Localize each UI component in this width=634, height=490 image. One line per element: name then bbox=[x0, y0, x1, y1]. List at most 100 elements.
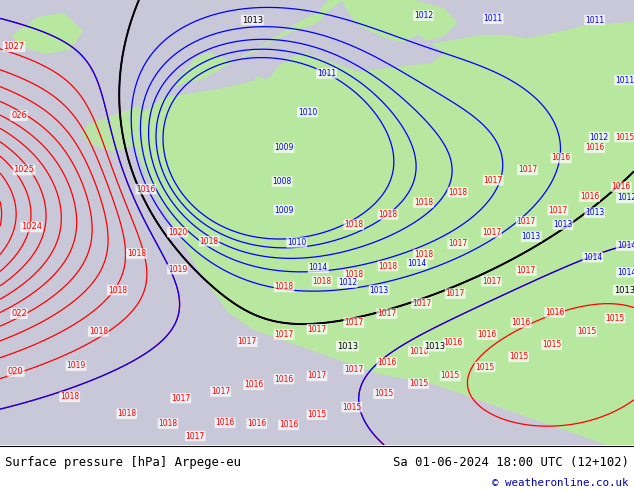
Text: 1012: 1012 bbox=[414, 11, 433, 20]
Text: 1015: 1015 bbox=[577, 327, 596, 336]
Text: 1016: 1016 bbox=[247, 419, 266, 428]
Text: 1013: 1013 bbox=[424, 342, 445, 351]
Text: 1011: 1011 bbox=[585, 16, 604, 24]
Text: 1011: 1011 bbox=[317, 69, 336, 78]
Text: 1013: 1013 bbox=[614, 286, 634, 294]
Text: 1014: 1014 bbox=[408, 259, 427, 268]
Polygon shape bbox=[342, 0, 456, 45]
Text: 1016: 1016 bbox=[377, 358, 396, 367]
Text: 1016: 1016 bbox=[580, 192, 599, 201]
Text: 1019: 1019 bbox=[67, 361, 86, 370]
Text: 1016: 1016 bbox=[585, 143, 604, 152]
Text: 1012: 1012 bbox=[590, 132, 609, 142]
Text: 1017: 1017 bbox=[307, 371, 327, 380]
Text: © weatheronline.co.uk: © weatheronline.co.uk bbox=[493, 478, 629, 488]
Text: 1018: 1018 bbox=[117, 409, 136, 418]
Polygon shape bbox=[82, 107, 152, 151]
Text: 1013: 1013 bbox=[553, 220, 573, 229]
Text: 1010: 1010 bbox=[287, 238, 306, 247]
Text: 1017: 1017 bbox=[211, 387, 230, 396]
Text: 1017: 1017 bbox=[275, 330, 294, 339]
Text: 1016: 1016 bbox=[216, 418, 235, 427]
Text: 1013: 1013 bbox=[337, 342, 358, 351]
Polygon shape bbox=[13, 13, 82, 53]
Text: 1011: 1011 bbox=[484, 14, 503, 23]
Polygon shape bbox=[127, 36, 634, 445]
Polygon shape bbox=[241, 0, 342, 58]
Text: 1016: 1016 bbox=[275, 374, 294, 384]
Text: 1027: 1027 bbox=[3, 42, 25, 51]
Text: Sa 01-06-2024 18:00 UTC (12+102): Sa 01-06-2024 18:00 UTC (12+102) bbox=[393, 456, 629, 468]
Polygon shape bbox=[355, 36, 444, 71]
Text: 1018: 1018 bbox=[108, 286, 127, 294]
Text: 1016: 1016 bbox=[444, 338, 463, 347]
Text: 1018: 1018 bbox=[414, 250, 433, 259]
Text: 1017: 1017 bbox=[446, 289, 465, 298]
Text: 1017: 1017 bbox=[548, 205, 567, 215]
Text: 1012: 1012 bbox=[338, 278, 357, 287]
Text: 1018: 1018 bbox=[127, 249, 146, 258]
Text: 1018: 1018 bbox=[378, 262, 398, 270]
Text: 1016: 1016 bbox=[552, 153, 571, 163]
Text: 1016: 1016 bbox=[244, 380, 263, 390]
Text: 1013: 1013 bbox=[585, 208, 604, 217]
Text: 026: 026 bbox=[11, 111, 27, 120]
Text: 1015: 1015 bbox=[307, 410, 327, 419]
Text: 1014: 1014 bbox=[617, 268, 634, 277]
Text: 1017: 1017 bbox=[344, 318, 363, 327]
Text: 1019: 1019 bbox=[168, 265, 187, 274]
Text: 1015: 1015 bbox=[476, 363, 495, 371]
Text: 1008: 1008 bbox=[273, 177, 292, 186]
Text: 1018: 1018 bbox=[448, 188, 467, 196]
Text: 1018: 1018 bbox=[344, 270, 363, 279]
Text: 1016: 1016 bbox=[512, 318, 531, 327]
Text: 1017: 1017 bbox=[238, 337, 257, 346]
Text: 1016: 1016 bbox=[409, 347, 428, 356]
Text: 1017: 1017 bbox=[344, 365, 363, 374]
Text: 1015: 1015 bbox=[615, 132, 634, 142]
Text: 1017: 1017 bbox=[517, 266, 536, 275]
Text: 1018: 1018 bbox=[344, 220, 363, 229]
Text: 1015: 1015 bbox=[509, 352, 528, 361]
Text: 1012: 1012 bbox=[617, 194, 634, 202]
Text: 1017: 1017 bbox=[412, 299, 431, 308]
Text: 1013: 1013 bbox=[522, 232, 541, 241]
Text: 1013: 1013 bbox=[242, 16, 263, 24]
Text: 1015: 1015 bbox=[374, 389, 393, 398]
Text: 1016: 1016 bbox=[136, 185, 155, 194]
Text: 1017: 1017 bbox=[482, 277, 501, 286]
Text: 1020: 1020 bbox=[168, 228, 187, 237]
Text: 1024: 1024 bbox=[21, 222, 42, 231]
Text: 1011: 1011 bbox=[615, 75, 634, 85]
Polygon shape bbox=[444, 22, 634, 89]
Text: 1018: 1018 bbox=[89, 327, 108, 336]
Text: 1015: 1015 bbox=[542, 341, 561, 349]
Text: 1017: 1017 bbox=[517, 217, 536, 226]
Text: 1009: 1009 bbox=[275, 205, 294, 215]
Text: 022: 022 bbox=[11, 309, 27, 318]
Text: 1014: 1014 bbox=[309, 263, 328, 272]
Text: 1017: 1017 bbox=[448, 239, 467, 248]
Text: 1025: 1025 bbox=[13, 166, 35, 174]
Text: 1017: 1017 bbox=[307, 325, 327, 334]
Text: 1017: 1017 bbox=[518, 166, 537, 174]
Text: Surface pressure [hPa] Arpege-eu: Surface pressure [hPa] Arpege-eu bbox=[5, 456, 241, 468]
Text: 1018: 1018 bbox=[378, 210, 398, 219]
Text: 1018: 1018 bbox=[414, 198, 433, 207]
Text: 1015: 1015 bbox=[441, 371, 460, 380]
Text: 1017: 1017 bbox=[484, 176, 503, 185]
Text: 1016: 1016 bbox=[477, 330, 496, 339]
Text: 1015: 1015 bbox=[342, 403, 361, 412]
Text: 1009: 1009 bbox=[275, 143, 294, 152]
Text: 1014: 1014 bbox=[583, 253, 602, 262]
Text: 1018: 1018 bbox=[200, 237, 219, 245]
Text: 1018: 1018 bbox=[60, 392, 79, 401]
Text: 1018: 1018 bbox=[275, 282, 294, 292]
Text: 1016: 1016 bbox=[279, 420, 298, 429]
Text: 1017: 1017 bbox=[482, 228, 501, 237]
Text: 1017: 1017 bbox=[171, 393, 190, 403]
Text: 1010: 1010 bbox=[298, 108, 317, 117]
Text: 020: 020 bbox=[8, 367, 23, 376]
Text: 1017: 1017 bbox=[377, 309, 396, 318]
Text: 1013: 1013 bbox=[370, 286, 389, 294]
